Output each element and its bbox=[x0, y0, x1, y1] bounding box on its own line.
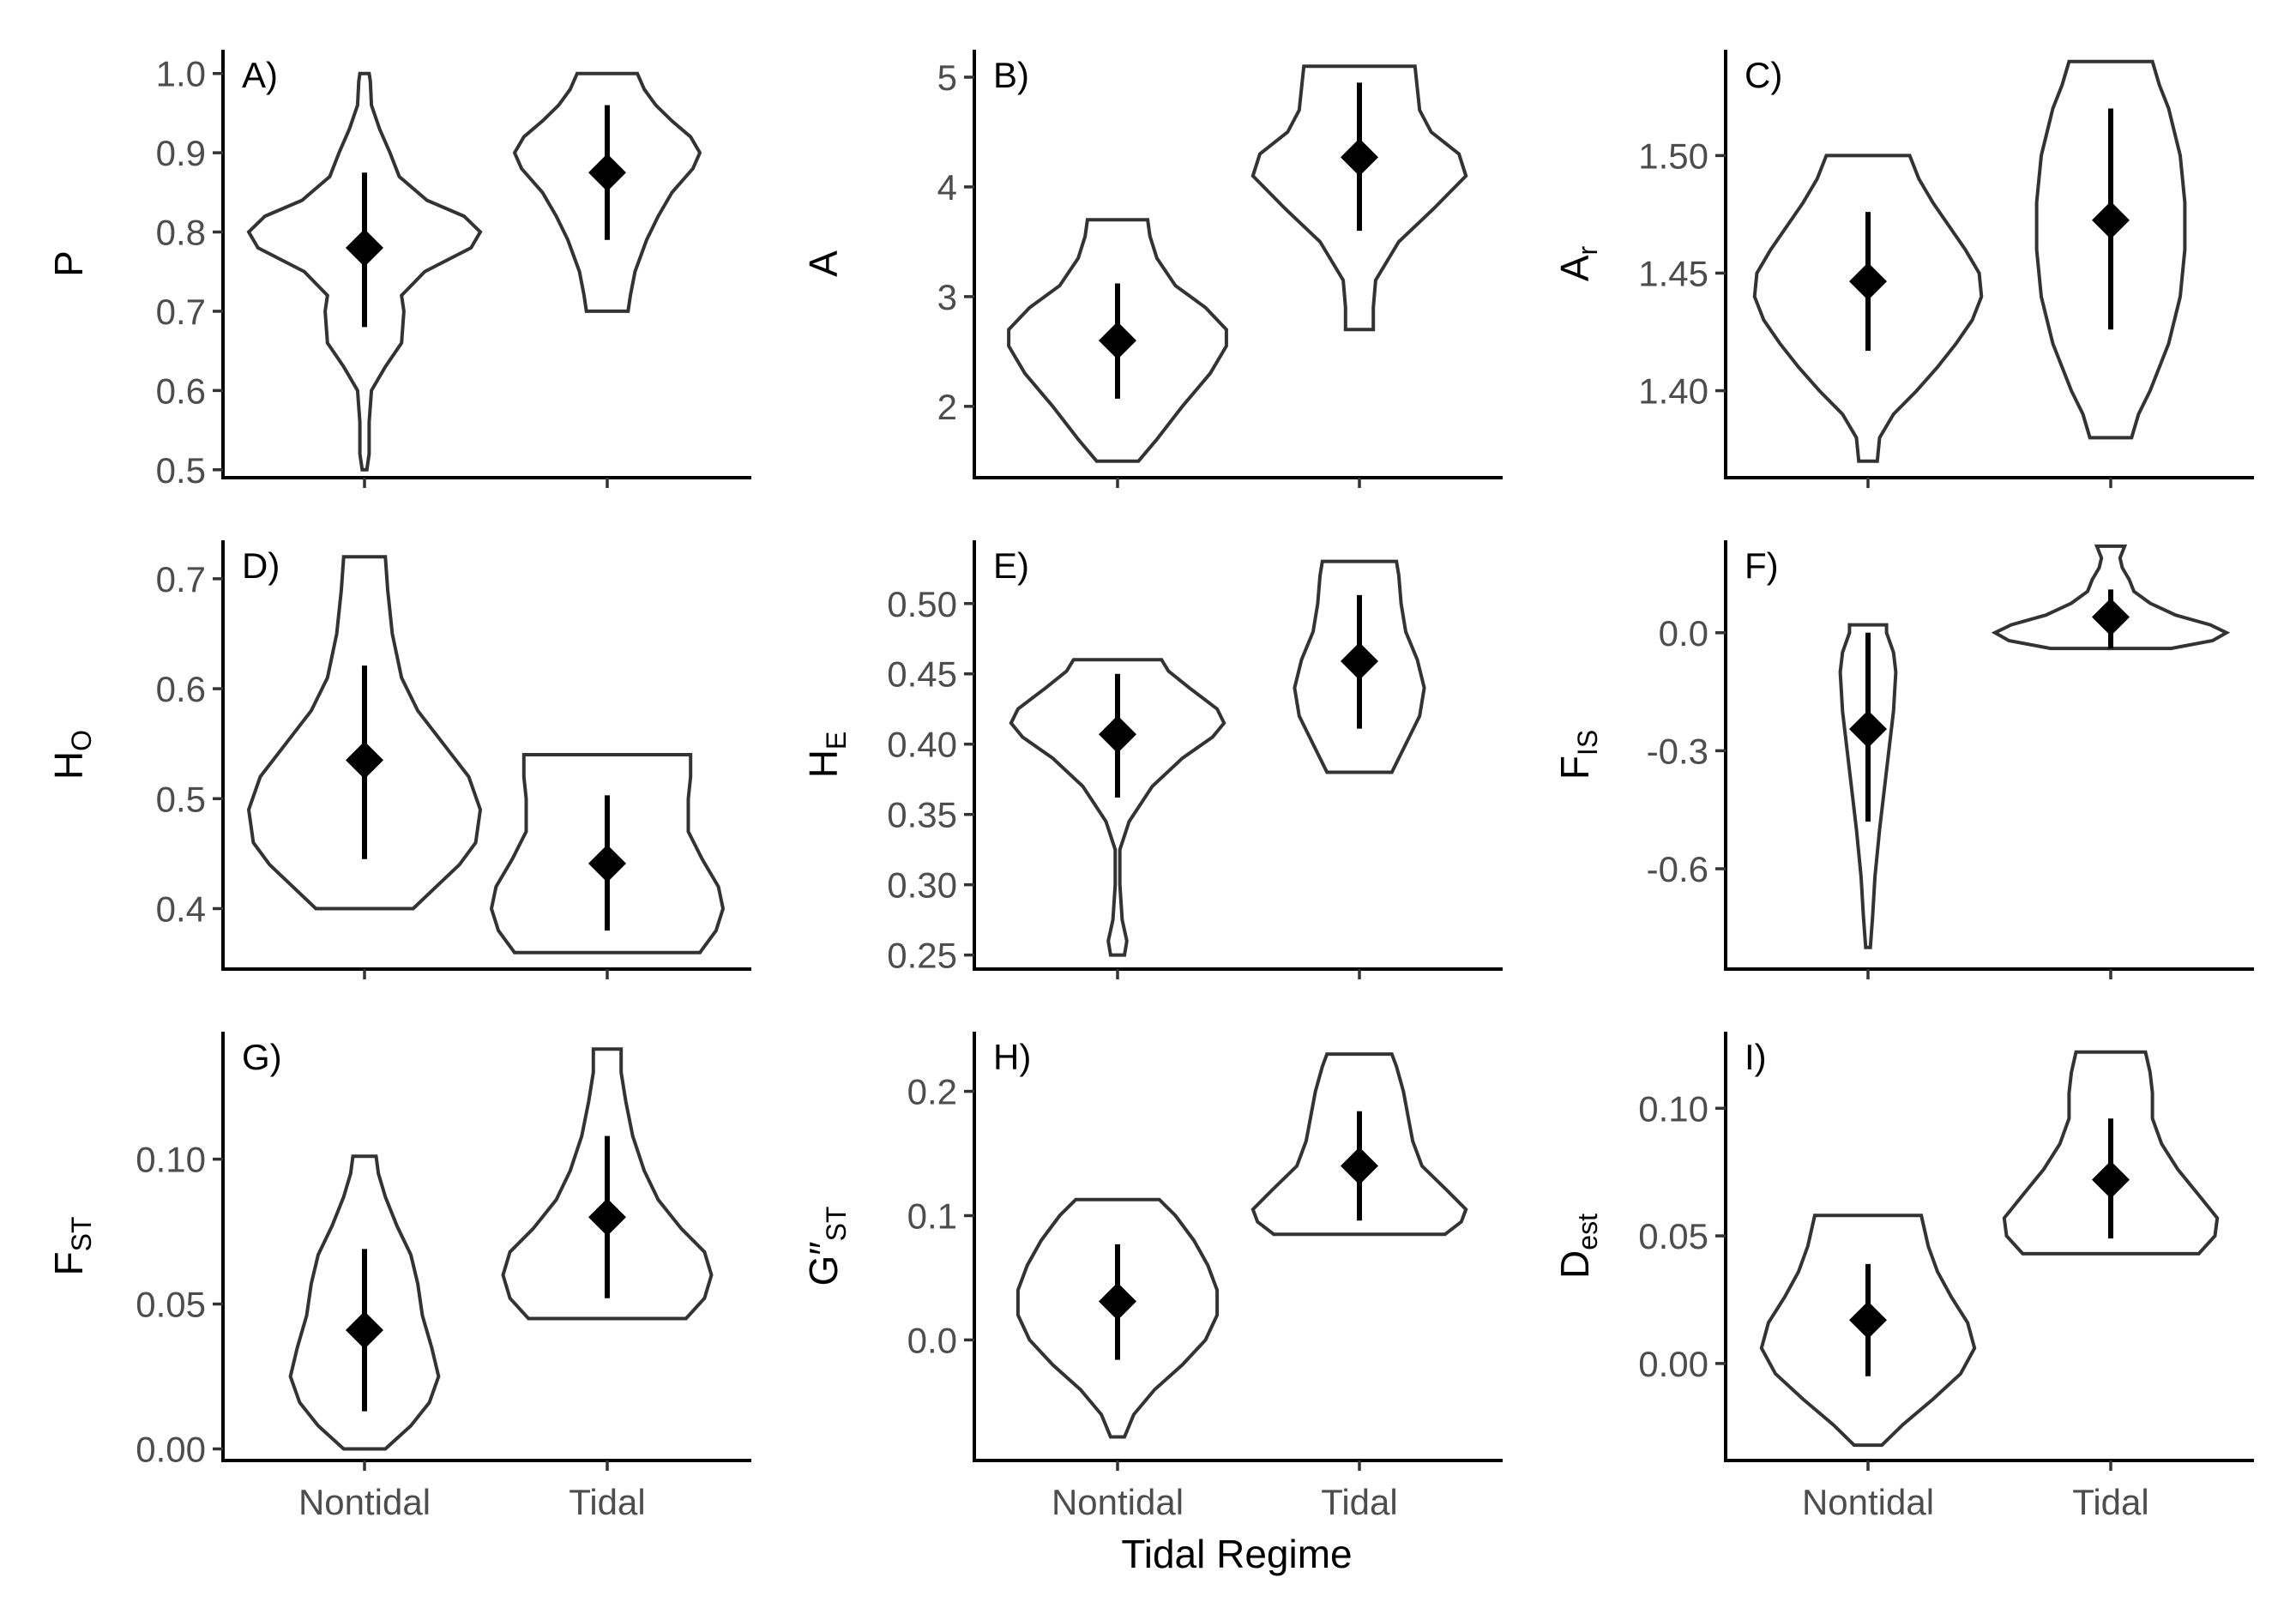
y-axis-title: FST bbox=[46, 1217, 97, 1276]
panel-g: 0.00 0.05 0.10 Nontidal Tidal G) FST bbox=[46, 1032, 751, 1522]
mean-marker-nontidal bbox=[1099, 715, 1136, 754]
x-tick-label: Nontidal bbox=[1802, 1482, 1934, 1522]
panel-d: 0.4 0.5 0.6 0.7 D) HO bbox=[46, 540, 751, 979]
x-axis-title: Tidal Regime bbox=[1121, 1532, 1352, 1576]
y-axis-title: FIS bbox=[1552, 730, 1603, 780]
y-tick-label: 0.7 bbox=[156, 292, 206, 332]
mean-marker-nontidal bbox=[346, 741, 383, 780]
y-tick-label: 0.6 bbox=[156, 370, 206, 411]
mean-marker-nontidal bbox=[346, 229, 383, 268]
x-tick-label: Tidal bbox=[1321, 1482, 1397, 1522]
panel-label: B) bbox=[993, 55, 1029, 95]
y-tick-label: 0.7 bbox=[156, 559, 206, 599]
panel-label: G) bbox=[242, 1037, 282, 1077]
y-axis-title: Dest bbox=[1552, 1213, 1603, 1279]
y-tick-label: 0.00 bbox=[1638, 1344, 1708, 1384]
y-tick-label: -0.3 bbox=[1647, 731, 1708, 771]
y-tick-label: 0.50 bbox=[887, 584, 957, 624]
x-tick-label: Tidal bbox=[2072, 1482, 2148, 1522]
x-tick-label: Nontidal bbox=[298, 1482, 431, 1522]
x-tick-label: Nontidal bbox=[1052, 1482, 1184, 1522]
y-axis-title: P bbox=[46, 250, 91, 277]
panel-label: C) bbox=[1745, 55, 1782, 95]
y-axis-title: G″ST bbox=[801, 1207, 852, 1286]
y-tick-label: 0.25 bbox=[887, 936, 957, 976]
mean-marker-nontidal bbox=[1099, 1282, 1136, 1321]
y-tick-label: 1.40 bbox=[1638, 371, 1708, 412]
y-tick-label: 1.0 bbox=[156, 54, 206, 94]
y-tick-label: 0.0 bbox=[907, 1320, 957, 1360]
y-tick-label: 0.45 bbox=[887, 654, 957, 695]
mean-marker-tidal bbox=[588, 1198, 626, 1237]
y-tick-label: 0.5 bbox=[156, 779, 206, 819]
panel-c: 1.40 1.45 1.50 C) Ar bbox=[1552, 50, 2254, 488]
y-axis-title: HE bbox=[801, 732, 852, 779]
y-tick-label: 5 bbox=[937, 57, 957, 98]
y-tick-label: -0.6 bbox=[1647, 849, 1708, 889]
y-tick-label: 2 bbox=[937, 387, 957, 427]
y-tick-label: 0.05 bbox=[136, 1285, 206, 1325]
y-tick-label: 0.9 bbox=[156, 133, 206, 173]
panel-label: E) bbox=[993, 545, 1029, 586]
panel-f: -0.6 -0.3 0.0 F) FIS bbox=[1552, 540, 2254, 979]
mean-marker-tidal bbox=[2092, 201, 2130, 239]
panel-label: D) bbox=[242, 545, 280, 586]
mean-marker-nontidal bbox=[1849, 262, 1887, 301]
y-tick-label: 0.8 bbox=[156, 213, 206, 253]
panel-i: 0.00 0.05 0.10 Nontidal Tidal I) Dest bbox=[1552, 1032, 2254, 1522]
mean-marker-tidal bbox=[588, 844, 626, 882]
mean-marker-nontidal bbox=[1849, 1301, 1887, 1340]
y-tick-label: 4 bbox=[937, 167, 957, 208]
y-axis-title: A bbox=[801, 250, 846, 277]
panel-h: 0.0 0.1 0.2 Nontidal Tidal H) G″ST bbox=[801, 1032, 1503, 1522]
panel-label: I) bbox=[1745, 1037, 1767, 1077]
panel-label: H) bbox=[993, 1037, 1031, 1077]
y-tick-label: 0.30 bbox=[887, 865, 957, 906]
y-tick-label: 3 bbox=[937, 277, 957, 317]
y-tick-label: 0.10 bbox=[1638, 1088, 1708, 1129]
y-tick-label: 0.05 bbox=[1638, 1216, 1708, 1256]
mean-marker-tidal bbox=[1341, 138, 1378, 177]
y-tick-label: 0.2 bbox=[907, 1072, 957, 1112]
mean-marker-tidal bbox=[2092, 1160, 2130, 1199]
mean-marker-tidal bbox=[1341, 641, 1378, 680]
y-axis-title: HO bbox=[46, 730, 97, 780]
panel-label: F) bbox=[1745, 545, 1779, 586]
y-tick-label: 1.45 bbox=[1638, 253, 1708, 293]
y-tick-label: 0.00 bbox=[136, 1429, 206, 1469]
y-tick-label: 1.50 bbox=[1638, 136, 1708, 176]
mean-marker-nontidal bbox=[1849, 710, 1887, 749]
y-tick-label: 0.35 bbox=[887, 795, 957, 835]
y-tick-label: 0.1 bbox=[907, 1195, 957, 1236]
panel-b: 2 3 4 5 B) A bbox=[801, 50, 1503, 488]
violin-nontidal bbox=[1009, 658, 1226, 957]
mean-marker-nontidal bbox=[1099, 322, 1136, 360]
mean-marker-nontidal bbox=[346, 1310, 383, 1349]
mean-marker-tidal bbox=[588, 154, 626, 192]
mean-marker-tidal bbox=[1341, 1147, 1378, 1185]
y-tick-label: 0.4 bbox=[156, 888, 206, 929]
panel-a: 0.5 0.6 0.7 0.8 0.9 1.0 A) P bbox=[46, 50, 751, 491]
panel-e: 0.25 0.30 0.35 0.40 0.45 0.50 E) HE bbox=[801, 540, 1503, 979]
y-tick-label: 0.10 bbox=[136, 1140, 206, 1180]
mean-marker-tidal bbox=[2092, 598, 2130, 636]
y-tick-label: 0.6 bbox=[156, 669, 206, 709]
y-tick-label: 0.5 bbox=[156, 450, 206, 491]
panel-label: A) bbox=[242, 55, 278, 95]
y-axis-title: Ar bbox=[1552, 245, 1603, 281]
x-tick-label: Tidal bbox=[569, 1482, 645, 1522]
y-tick-label: 0.40 bbox=[887, 725, 957, 765]
y-tick-label: 0.0 bbox=[1659, 613, 1708, 653]
